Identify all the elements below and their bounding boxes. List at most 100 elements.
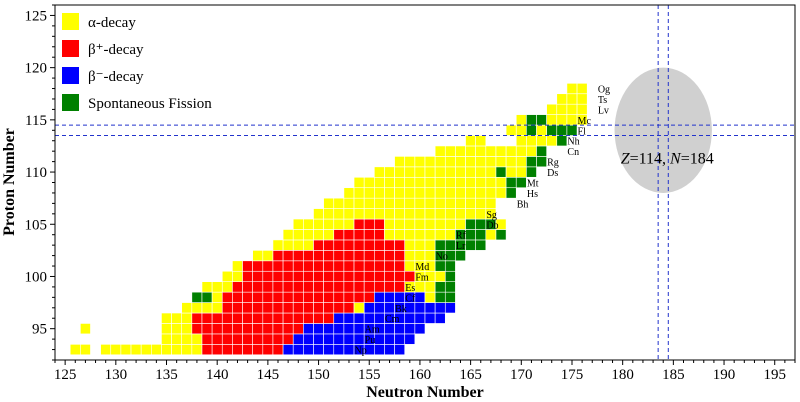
nuclide-cell bbox=[475, 229, 487, 241]
nuclide-cell bbox=[414, 291, 426, 303]
x-tick-label: 130 bbox=[105, 367, 128, 383]
nuclide-cell bbox=[434, 166, 446, 178]
element-label: Np bbox=[355, 346, 367, 357]
nuclide-cell bbox=[201, 291, 213, 303]
nuclide-cell bbox=[465, 145, 476, 157]
nuclide-cell bbox=[323, 229, 335, 241]
nuclide-cell bbox=[353, 260, 365, 272]
nuclide-cell bbox=[303, 281, 314, 293]
x-tick-label: 195 bbox=[763, 367, 786, 383]
nuclide-cell bbox=[394, 344, 406, 356]
nuclide-cell bbox=[353, 302, 365, 314]
nuclide-cell bbox=[333, 291, 345, 303]
nuclide-cell bbox=[485, 176, 497, 189]
nuclide-cell bbox=[252, 344, 264, 356]
nuclide-cell bbox=[414, 239, 426, 251]
nuclide-cell bbox=[444, 187, 456, 199]
legend-label: Spontaneous Fission bbox=[88, 96, 212, 112]
nuclide-cell bbox=[303, 302, 314, 314]
nuclide-cell bbox=[363, 302, 375, 314]
nuclide-cell bbox=[353, 250, 365, 262]
nuclide-cell bbox=[323, 333, 335, 345]
nuclide-cell bbox=[394, 270, 406, 282]
nuclide-cell bbox=[221, 291, 233, 303]
nuclide-cell bbox=[303, 344, 314, 356]
nuclide-cell bbox=[313, 218, 324, 230]
nuclide-cell bbox=[434, 302, 446, 314]
nuclide-cell bbox=[303, 250, 314, 262]
nuclide-cell bbox=[242, 281, 253, 293]
nuclide-cell bbox=[292, 344, 304, 356]
nuclide-cell bbox=[434, 281, 446, 293]
nuclide-cell bbox=[292, 250, 304, 262]
nuclide-cell bbox=[384, 260, 395, 272]
nuclide-cell bbox=[292, 281, 304, 293]
nuclide-cell bbox=[313, 229, 324, 241]
nuclide-cell bbox=[384, 197, 395, 209]
nuclide-cell bbox=[303, 270, 314, 282]
nuclide-cell bbox=[374, 239, 385, 251]
nuclide-cell bbox=[526, 124, 537, 136]
nuclide-cell bbox=[232, 323, 243, 335]
nuclide-cell bbox=[444, 166, 456, 178]
nuclide-cell bbox=[221, 333, 233, 345]
element-label: Md bbox=[415, 262, 429, 273]
nuclide-cell bbox=[171, 323, 183, 335]
annotation-label: Z=114, N=184 bbox=[621, 150, 714, 167]
nuclide-cell bbox=[505, 124, 517, 136]
nuclide-cell bbox=[191, 302, 203, 314]
nuclide-cell bbox=[211, 291, 223, 303]
nuclide-cell bbox=[211, 344, 223, 356]
nuclide-cell bbox=[242, 260, 253, 272]
annotation-part: Z bbox=[621, 150, 631, 167]
nuclide-cell bbox=[80, 323, 91, 335]
nuclide-cell bbox=[556, 124, 568, 136]
nuclide-cell bbox=[444, 208, 456, 220]
nuclide-cell bbox=[444, 291, 456, 303]
nuclide-cell bbox=[69, 344, 81, 356]
nuclide-cell bbox=[536, 114, 547, 126]
nuclide-cell bbox=[171, 333, 183, 345]
nuclide-cell bbox=[232, 260, 243, 272]
nuclide-cell bbox=[444, 176, 456, 189]
nuclide-cell bbox=[343, 291, 355, 303]
nuclide-cell bbox=[434, 176, 446, 189]
nuclide-cell bbox=[384, 239, 395, 251]
nuclide-cell bbox=[333, 302, 345, 314]
nuclide-cell bbox=[292, 239, 304, 251]
nuclide-cell bbox=[576, 103, 588, 115]
nuclide-cell bbox=[161, 312, 172, 324]
nuclide-cell bbox=[515, 135, 527, 147]
nuclide-cell bbox=[323, 312, 335, 324]
legend-label: β⁺-decay bbox=[88, 42, 144, 58]
nuclide-cell bbox=[343, 250, 355, 262]
nuclide-cell bbox=[404, 260, 416, 272]
nuclide-cell bbox=[444, 156, 456, 168]
nuclide-cell bbox=[455, 197, 466, 209]
element-label: Pu bbox=[365, 335, 376, 346]
nuclide-cell bbox=[455, 218, 466, 230]
nuclide-cell bbox=[374, 197, 385, 209]
nuclide-cell bbox=[343, 187, 355, 199]
nuclide-cell bbox=[424, 250, 436, 262]
nuclide-cell bbox=[515, 156, 527, 168]
x-tick-label: 165 bbox=[459, 367, 482, 383]
nuclide-cell bbox=[414, 208, 426, 220]
nuclide-cell bbox=[566, 83, 578, 95]
nuclide-cell bbox=[303, 218, 314, 230]
nuclide-cell bbox=[495, 218, 507, 230]
nuclide-cell bbox=[252, 323, 264, 335]
nuclide-cell bbox=[374, 344, 385, 356]
nuclide-cell bbox=[363, 239, 375, 251]
element-label: Sg bbox=[486, 210, 497, 221]
nuclide-cell bbox=[262, 333, 274, 345]
element-label: No bbox=[436, 252, 448, 263]
element-label: Mc bbox=[578, 116, 592, 127]
nuclide-cell bbox=[343, 333, 355, 345]
nuclide-cell bbox=[242, 291, 253, 303]
nuclide-cell bbox=[343, 239, 355, 251]
nuclide-cell bbox=[374, 250, 385, 262]
nuclide-cell bbox=[242, 333, 253, 345]
nuclide-cell bbox=[252, 302, 264, 314]
nuclide-cell bbox=[282, 302, 294, 314]
